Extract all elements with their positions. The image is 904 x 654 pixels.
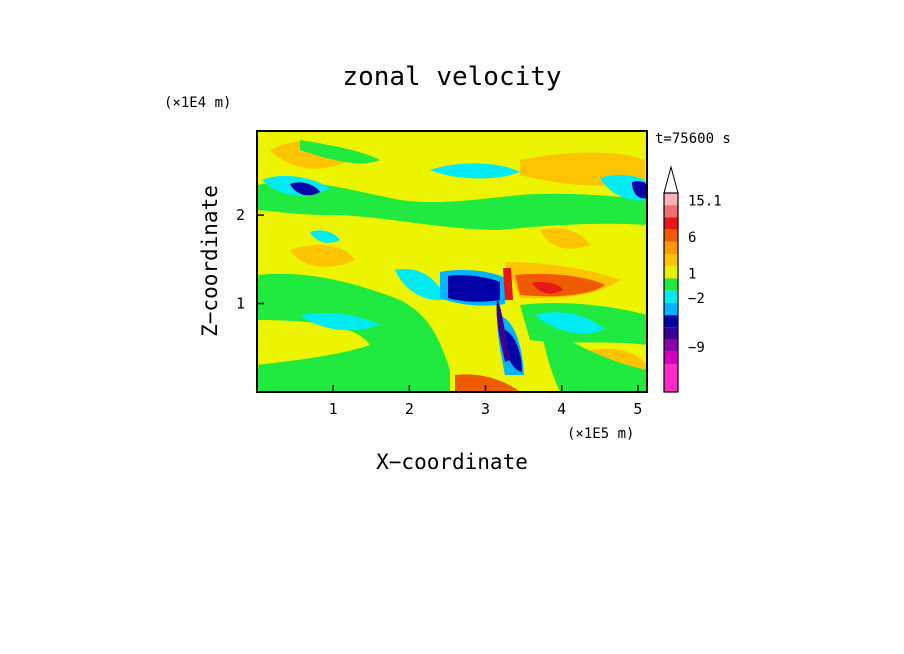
y-axis-unit: (×1E4 m) [164,95,231,111]
colorbar-segment [664,229,678,242]
colorbar-bottom-segment [664,364,678,392]
colorbar-label: −2 [688,291,705,307]
colorbar-segment [664,266,678,279]
x-tick-label: 4 [557,400,566,418]
colorbar-segment [664,217,678,230]
colorbar-segment [664,193,678,206]
colorbar: 15.1 6 1 −2 −9 [663,165,722,393]
x-tick-label: 5 [633,400,642,418]
x-tick-label: 1 [329,400,338,418]
colorbar-segment [664,339,678,352]
colorbar-label: −9 [688,340,705,356]
colorbar-segment [664,205,678,218]
colorbar-segment [664,302,678,316]
x-ticks: 1 2 3 4 5 [329,385,642,418]
x-axis-label: X−coordinate [376,450,528,474]
x-axis-unit: (×1E5 m) [567,426,634,442]
y-ticks: 12 [236,206,264,313]
colorbar-segment [664,327,678,340]
plot-field [257,131,647,392]
y-tick-label: 2 [236,206,245,224]
colorbar-segment [664,290,678,303]
colorbar-label: 15.1 [688,193,722,209]
colorbar-segment [664,278,678,291]
colorbar-frame [663,192,679,393]
time-label: t=75600 s [655,131,731,147]
colorbar-label: 6 [688,230,696,246]
x-tick-label: 3 [481,400,490,418]
plot-frame [256,130,648,393]
y-tick-label: 1 [236,295,245,313]
colorbar-segment [664,254,678,267]
colorbar-segment [664,315,678,328]
colorbar-top-arrow [663,165,679,194]
colorbar-label: 1 [688,267,696,283]
y-axis-label: Z−coordinate [198,185,222,337]
x-tick-label: 2 [405,400,414,418]
colorbar-segment [664,241,678,255]
chart-title: zonal velocity [342,62,561,92]
colorbar-segment [664,351,678,364]
